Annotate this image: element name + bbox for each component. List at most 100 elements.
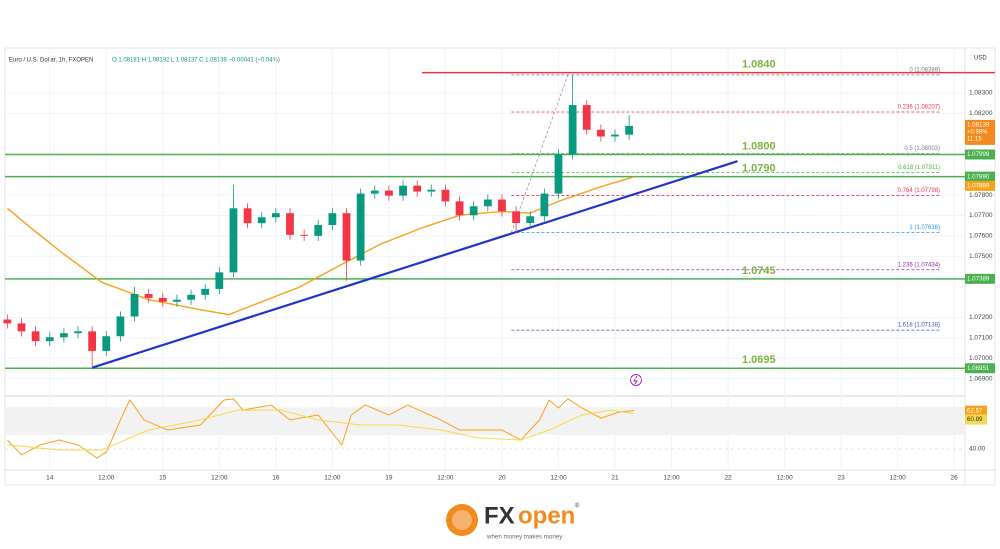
level-price-text: 1.06951 — [967, 365, 990, 372]
trendline — [91, 160, 738, 369]
fib-level-label: 0.236 (1.08207) — [898, 105, 940, 111]
ma-price-text: 1.07889 — [967, 183, 990, 190]
candle-body — [399, 185, 407, 196]
fib-level-label: 1.618 (1.07138) — [898, 323, 940, 329]
y-tick-label: 1.08300 — [969, 90, 993, 97]
last-price: 1.08139 — [967, 122, 990, 129]
logo-registered: ® — [575, 503, 580, 510]
x-tick-label: 16 — [272, 475, 280, 482]
y-tick-label: 1.07800 — [969, 192, 993, 199]
y-tick-label: 1.07100 — [969, 335, 993, 342]
level-price-box — [965, 273, 995, 284]
candle-body — [582, 105, 591, 130]
level-annotation: 1.0695 — [742, 354, 776, 366]
candle-body — [512, 211, 520, 223]
fib-level-label: 0 (1.08389) — [909, 67, 940, 73]
currency-label: USD — [974, 56, 987, 62]
ma-price-box — [965, 180, 995, 191]
x-tick-label: 19 — [385, 475, 393, 482]
rsi-line — [7, 398, 634, 459]
x-tick-label: 12:00 — [889, 475, 906, 482]
y-tick-label: 1.07700 — [969, 212, 993, 219]
candle-body — [300, 234, 309, 236]
frame — [4, 47, 996, 486]
level-price-box — [965, 149, 995, 160]
y-tick-label: 1.08200 — [969, 110, 993, 117]
candle-body — [540, 193, 549, 217]
candle-body — [31, 331, 40, 342]
candle-body — [158, 297, 167, 302]
fib-level-label: 0.5 (1.08003) — [904, 146, 940, 152]
level-price-text: 1.07999 — [967, 151, 990, 158]
logo-tagline: when money makes money — [486, 534, 563, 541]
candle-body — [271, 213, 280, 218]
candle-body — [59, 333, 68, 338]
candle-body — [328, 213, 337, 226]
y-tick-label: 1.07200 — [969, 314, 993, 321]
event-icon[interactable] — [630, 374, 642, 386]
last-price-box — [965, 119, 995, 145]
candle-body — [498, 199, 506, 212]
candle-body — [229, 208, 238, 273]
logo-fx: FX — [484, 502, 515, 529]
x-tick-label: 23 — [837, 475, 845, 482]
candle-body — [257, 217, 266, 224]
candle-body — [286, 213, 294, 235]
candle-body — [88, 331, 97, 351]
rsi-value-text: 60.89 — [967, 416, 983, 423]
logo-icon — [446, 504, 478, 536]
x-tick-label: 12:00 — [211, 475, 228, 482]
logo-icon-inner — [452, 510, 472, 530]
candle-body — [130, 294, 139, 317]
candle-body — [526, 216, 535, 223]
x-tick-label: 21 — [611, 475, 619, 482]
resistance-annotation: 1.0840 — [742, 59, 776, 71]
candle-body — [483, 199, 492, 207]
level-annotation: 1.0745 — [742, 265, 776, 277]
candle-body — [611, 134, 619, 137]
candle-body — [441, 189, 450, 202]
candle-body — [342, 213, 351, 261]
candle-body — [370, 190, 379, 194]
fib-level-label: 0.618 (1.07911) — [898, 165, 940, 171]
fib-level-label: 0.764 (1.07798) — [898, 188, 940, 194]
candle-body — [596, 129, 605, 137]
y-tick-label: 1.07600 — [969, 233, 993, 240]
level-price-text: 1.07389 — [967, 276, 990, 283]
moving-average — [6, 176, 635, 316]
logo-open: open — [518, 502, 575, 529]
level-annotation: 1.0800 — [742, 140, 776, 152]
fib-level-label: 1 (1.07616) — [909, 225, 940, 231]
x-tick-label: 14 — [46, 475, 54, 482]
level-price-box — [965, 171, 995, 182]
candle-body — [554, 154, 563, 194]
candle-body — [385, 190, 393, 196]
candle-body — [74, 331, 82, 334]
x-tick-label: 12:00 — [663, 475, 680, 482]
x-tick-label: 12:00 — [437, 475, 454, 482]
candle-body — [45, 337, 54, 342]
rsi-band — [5, 407, 965, 435]
fib-level-label: 1.236 (1.07434) — [898, 262, 940, 268]
candle-body — [469, 206, 478, 216]
candle-body — [173, 299, 181, 302]
candle-body — [413, 185, 422, 192]
x-tick-label: 12:00 — [550, 475, 567, 482]
fib-anchor-line — [511, 74, 569, 233]
candle-body — [116, 316, 125, 337]
candle-body — [625, 125, 634, 135]
level-price-box — [965, 363, 995, 374]
candle-body — [243, 208, 252, 224]
rsi-value-box — [965, 414, 987, 425]
candle-body — [455, 201, 464, 216]
candle-body — [17, 323, 26, 332]
symbol-title: Euro / U.S. Dollar, 1h, FXOPEN — [9, 58, 93, 64]
level-annotation: 1.0790 — [742, 163, 776, 175]
ohlc-readout: O 1.08181 H 1.08192 L 1.08137 C 1.08139 … — [112, 58, 280, 64]
candle-body — [3, 319, 12, 324]
x-tick-label: 12:00 — [776, 475, 793, 482]
x-tick-label: 15 — [159, 475, 167, 482]
candle-body — [568, 105, 577, 155]
